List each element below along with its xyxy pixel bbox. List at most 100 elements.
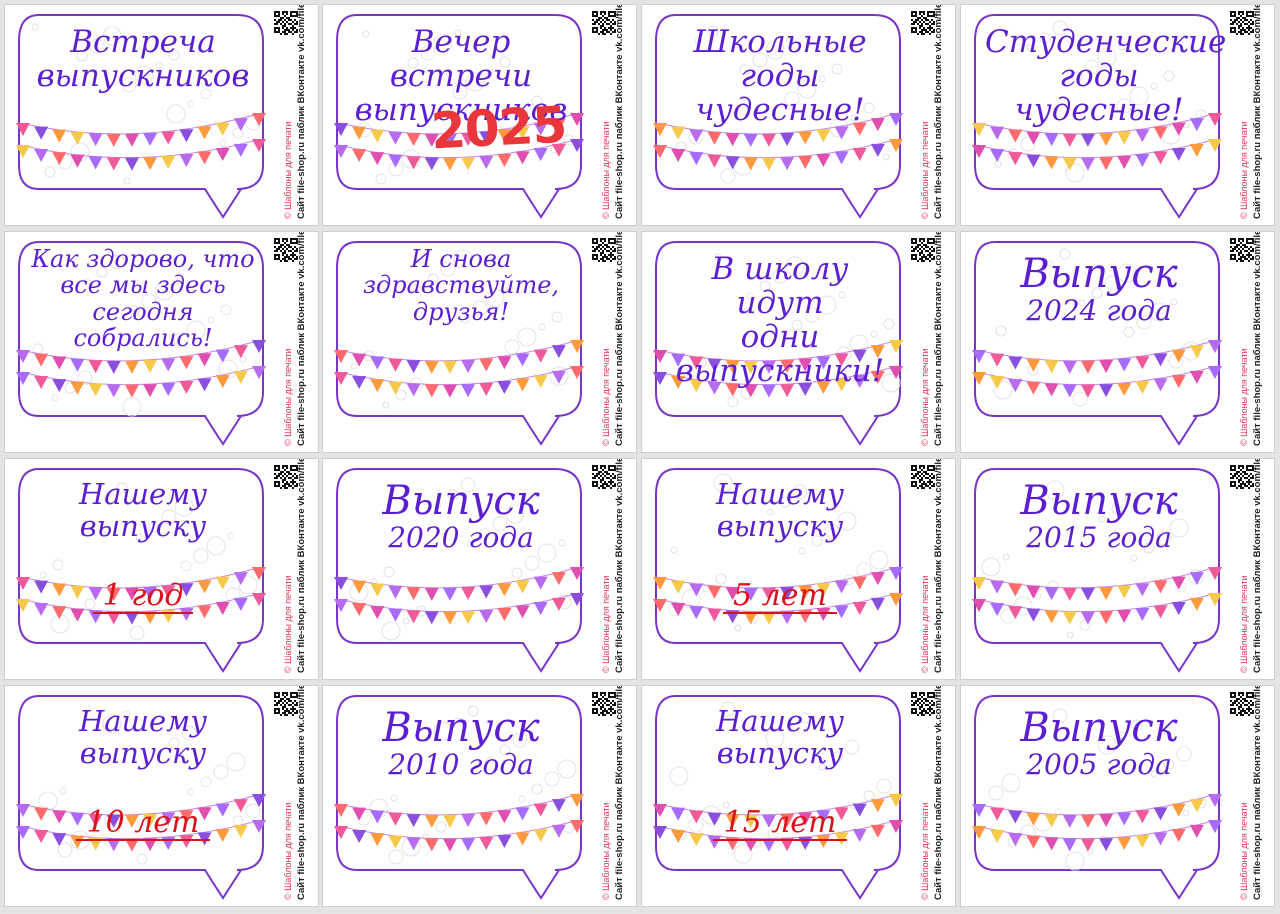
doodle-decoration [135,533,143,541]
card-template[interactable]: В школу идут одни выпускники! © Шаблоны дл… [641,231,956,453]
pennant-flag [1171,147,1186,161]
pennant-flag [852,374,867,388]
site-label: Сайт file-shop.ru [933,368,944,446]
pennant-flag [406,383,421,397]
card-template[interactable]: Нашему выпуску 5 лет © Шаблоны для печати С… [641,458,956,680]
pennant-flag [16,599,30,612]
pennant-flag [761,838,776,852]
doodle-decoration [193,548,209,564]
pennant-flag [990,375,1005,389]
card-template[interactable]: Нашему выпуску 1 год © Шаблоны для печати С… [4,458,319,680]
pennant-flag [689,152,704,166]
pennant-flag [551,118,566,132]
pennant-flag [743,133,758,147]
doodle-decoration [238,575,258,595]
card-template[interactable]: Выпуск 2010 года © Шаблоны для печати Сайт … [322,685,637,907]
pennant-flag [124,838,139,852]
pennant-flag [1117,812,1132,826]
card-template[interactable]: Как здорово, что все мы здесь сегодня собр… [4,231,319,453]
doodle-decoration [83,278,91,286]
pennant-flag [743,838,758,852]
pennant-flag [461,133,476,147]
doodle-decoration [1065,163,1085,183]
pennant-flag [653,145,667,158]
qr-code-icon [1230,11,1254,35]
pennant-flag [816,583,831,597]
doodle-decoration [492,516,508,532]
card-template[interactable]: Студенческие годы чудесные! © Шаблоны для … [960,4,1275,226]
qr-code-icon [911,11,935,35]
pennant-flag [106,587,121,601]
pennant-flag [334,372,348,385]
card-template[interactable]: Встреча выпускников © Шаблоны для печати Са… [4,4,319,226]
card-template[interactable]: Выпуск 2005 года © Шаблоны для печати Сайт … [960,685,1275,907]
pennant-flag [497,129,512,143]
pennant-flag [870,824,885,838]
pennant-flag [852,122,867,136]
pennant-flag [870,799,885,813]
doodle-decoration [707,25,719,37]
doodle-decoration [1097,47,1117,67]
pennant-flag [653,350,667,363]
doodle-decoration [420,45,436,61]
card-template[interactable]: Выпуск 2024 года © Шаблоны для печати Сайт … [960,231,1275,453]
caption-line: Вечер встречи [389,24,533,95]
pennant-flag [834,378,849,392]
pennant-flag [707,608,722,622]
pennant-flag [798,155,813,169]
pennant-flag [479,812,494,826]
card-template[interactable]: Выпуск 2020 года © Шаблоны для печати Сайт … [322,458,637,680]
pennant-flag [34,126,49,140]
pennant-flag [161,358,176,372]
pennant-flag [972,350,986,363]
site-label: Сайт file-shop.ru [933,141,944,219]
pennant-flag [972,372,986,385]
doodle-decoration [1143,542,1155,554]
pennant-flag [1008,833,1023,847]
card-template[interactable]: Нашему выпуску 10 лет © Шаблоны для печати… [4,685,319,907]
site-label: Сайт file-shop.ru [1252,595,1263,673]
caption-line: 2015 года [1026,521,1172,554]
pennant-flag [388,358,403,372]
doodle-decoration [59,787,67,795]
pennant-flag [972,599,986,612]
card-template[interactable]: Вечер встречи выпускников 2025 © Шаблоны дл… [322,4,637,226]
site-label: Сайт file-shop.ru [296,822,307,900]
doodle-decoration [1078,299,1086,307]
doodle-decoration [811,535,823,547]
card-caption: Нашему выпуску 10 лет [29,705,257,841]
pennant-flag [334,804,348,817]
doodle-decoration [102,26,122,46]
side-credits: © Шаблоны для печати Сайт file-shop.ru па… [909,232,953,452]
copyright-label: © Шаблоны для печати [283,121,293,219]
doodle-decoration [433,721,453,741]
pennant-flag [442,587,457,601]
pennant-flag [388,812,403,826]
pennant-flag [442,157,457,171]
pennant-flag [1008,606,1023,620]
pennant-flag [889,794,903,807]
caption-line: Выпуск [382,478,540,524]
doodle-decoration [779,496,791,508]
pennant-flag [1008,810,1023,824]
card-template[interactable]: Школьные годы чудесные! © Шаблоны для печа… [641,4,956,226]
doodle-decoration [765,728,785,748]
doodle-decoration [785,256,805,276]
pennant-flag [52,810,67,824]
side-credits: © Шаблоны для печати Сайт file-shop.ru па… [909,459,953,679]
doodle-decoration [518,795,526,803]
pennant-flag [1153,353,1168,367]
doodle-decoration [1059,248,1071,260]
pennant-flag [834,126,849,140]
card-template[interactable]: Выпуск 2015 года © Шаблоны для печати Сайт … [960,458,1275,680]
doodle-decoration [39,571,47,579]
speech-bubble [972,468,1222,673]
doodle-decoration [837,511,857,531]
site-label: Сайт file-shop.ru [614,368,625,446]
copyright-label: © Шаблоны для печати [283,348,293,446]
caption-line: Студенческие [985,24,1227,60]
pennant-flag [834,807,849,821]
doodle-decoration [187,100,195,108]
card-template[interactable]: Нашему выпуску 15 лет © Шаблоны для печати… [641,685,956,907]
card-template[interactable]: И снова здравствуйте, друзья! © Шаблоны для… [322,231,637,453]
